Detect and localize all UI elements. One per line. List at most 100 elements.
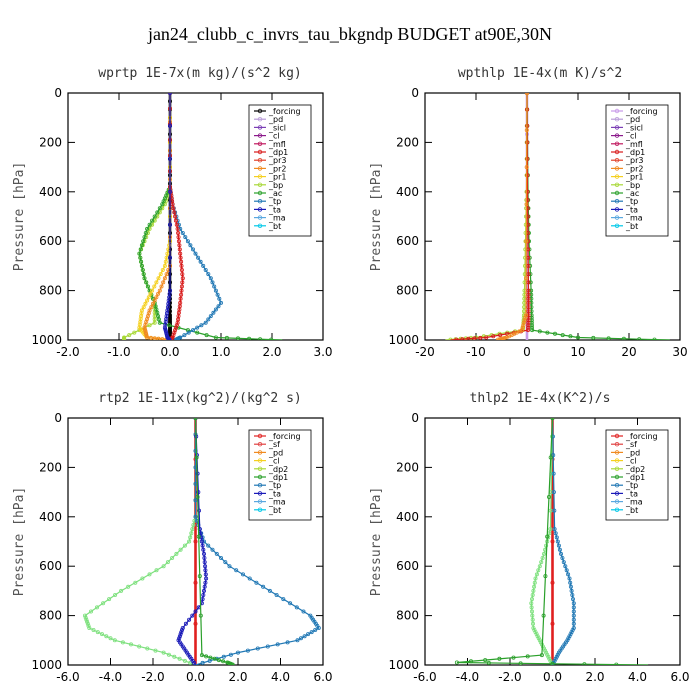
legend-marker — [614, 198, 620, 204]
legend-marker — [257, 223, 263, 228]
x-tick-label: -20 — [415, 345, 435, 359]
series-point — [478, 335, 483, 340]
series-point — [190, 328, 195, 333]
series-point — [157, 206, 162, 211]
chart-panels: wprtp 1E-7x(m kg)/(s^2 kg) Pressure [hPa]… — [12, 66, 690, 684]
series-point — [194, 455, 199, 460]
series-point — [188, 535, 193, 540]
series-point — [157, 210, 162, 215]
series-point — [167, 337, 172, 340]
series-point — [554, 535, 559, 540]
legend-marker — [257, 491, 263, 496]
series-point — [163, 259, 168, 264]
series-point — [553, 656, 558, 661]
y-tick-label: 400 — [396, 510, 419, 524]
series-point — [101, 601, 106, 606]
series-point — [183, 621, 188, 626]
panel-title: wpthlp 1E-4x(m K)/s^2 — [458, 66, 622, 81]
series-point — [566, 572, 571, 577]
series-point — [196, 534, 201, 539]
series-point — [179, 267, 184, 272]
series-point — [193, 580, 198, 585]
panel-title: wprtp 1E-7x(m kg)/(s^2 kg) — [98, 66, 302, 81]
series-point — [167, 222, 172, 227]
legend-entry: _ac — [625, 189, 639, 198]
series-point — [541, 613, 546, 618]
series-point — [196, 255, 201, 260]
series-point — [544, 650, 549, 655]
series-point — [201, 593, 206, 598]
series-point — [524, 128, 529, 133]
series-point — [526, 292, 531, 297]
series-point — [294, 605, 299, 610]
series-point — [182, 333, 187, 338]
y-tick-label: 0 — [54, 411, 62, 425]
series-point — [545, 330, 550, 335]
legend-marker — [257, 149, 263, 155]
legend-entry: _ma — [268, 498, 286, 507]
x-tick-label: 4.0 — [271, 670, 290, 684]
series-point — [200, 543, 205, 548]
series-point — [166, 336, 171, 340]
series-point — [195, 494, 200, 499]
series-point — [520, 325, 525, 330]
series-point — [536, 568, 541, 573]
series-point — [208, 655, 213, 660]
series-line-dp1 — [530, 418, 554, 665]
series-point — [560, 556, 565, 561]
legend-marker — [614, 215, 620, 220]
series-point — [533, 576, 538, 581]
x-tick-label: -6.0 — [56, 670, 79, 684]
series-group — [122, 93, 283, 340]
series-point — [526, 305, 531, 310]
series-point — [532, 580, 537, 585]
series-point — [568, 334, 573, 339]
series-point — [186, 330, 191, 335]
legend-entry: _ta — [625, 489, 638, 498]
series-point — [504, 335, 509, 340]
legend-entry: _tp — [268, 197, 281, 206]
legend-entry: _pr3 — [625, 156, 643, 165]
series-point — [216, 304, 221, 309]
series-point — [569, 588, 574, 593]
series-point — [529, 288, 534, 293]
legend-marker — [614, 450, 620, 455]
series-point — [150, 288, 155, 293]
series-point — [180, 276, 185, 281]
legend-marker — [257, 207, 263, 212]
series-point — [571, 601, 576, 606]
x-tick-label: 30 — [672, 345, 687, 359]
y-tick-label: 800 — [39, 284, 62, 298]
series-line-ta — [177, 418, 207, 665]
legend-entry: _dp1 — [268, 473, 288, 482]
series-point — [143, 301, 148, 306]
series-point — [213, 335, 218, 340]
series-point — [154, 280, 159, 285]
series-point — [199, 535, 204, 540]
series-point — [198, 613, 203, 618]
series-point — [167, 319, 172, 324]
series-point — [526, 313, 531, 318]
series-point — [530, 328, 535, 333]
series-point — [472, 336, 477, 340]
legend-marker — [614, 433, 620, 439]
series-point — [83, 613, 88, 618]
y-tick-label: 400 — [39, 510, 62, 524]
series-point — [560, 333, 565, 338]
series-point — [162, 263, 167, 268]
series-point — [571, 605, 576, 610]
series-point — [561, 560, 566, 565]
x-tick-label: 2.0 — [228, 670, 247, 684]
series-point — [530, 617, 535, 622]
series-point — [551, 471, 556, 476]
series-line-bp — [445, 93, 528, 340]
series-point — [85, 619, 90, 624]
series-point — [171, 206, 176, 211]
series-point — [554, 654, 559, 659]
series-point — [139, 263, 144, 268]
legend-entry: _pd — [268, 448, 283, 457]
series-point — [201, 547, 206, 552]
series-point — [155, 210, 160, 215]
series-point — [156, 291, 161, 296]
x-tick-label: 6.0 — [313, 670, 332, 684]
